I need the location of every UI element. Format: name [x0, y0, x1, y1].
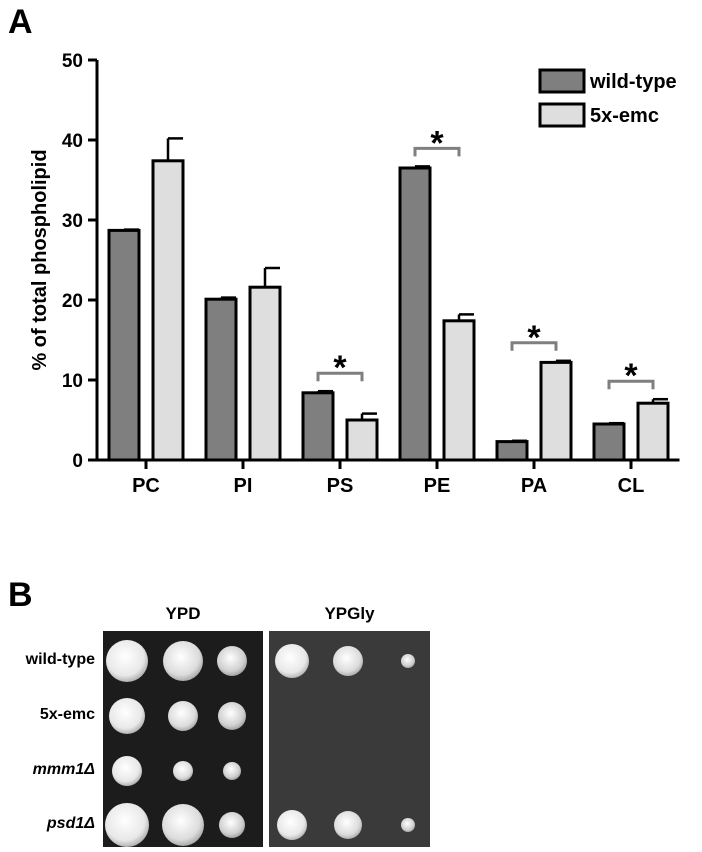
colony-spot — [162, 804, 204, 846]
colony-spot — [168, 701, 198, 731]
colony-spot — [109, 698, 145, 734]
colony-spot — [401, 818, 415, 832]
colony-spot — [106, 640, 148, 682]
bar-wild-type-PS — [301, 391, 335, 462]
colony-spot — [275, 644, 309, 678]
legend-label-5x-emc: 5x-emc — [590, 105, 659, 127]
x-tick-label: PA — [521, 475, 547, 497]
bar-5x-emc-PS — [345, 418, 379, 462]
condition-label-ypgly: YPGly — [324, 604, 375, 623]
x-tick-label: PS — [327, 475, 354, 497]
bar-5x-emc-CL — [636, 401, 670, 462]
y-axis-label: % of total phospholipid — [29, 149, 51, 370]
colony-spot — [223, 762, 241, 780]
bar-wild-type-PE — [398, 166, 432, 462]
colony-spot — [218, 702, 246, 730]
colony-spot — [217, 646, 247, 676]
colony-spot — [401, 654, 415, 668]
colony-spot — [277, 810, 307, 840]
significance-star-PE: * — [430, 124, 444, 162]
x-tick-label: PE — [424, 475, 451, 497]
significance-bracket-PS — [316, 371, 364, 382]
legend-swatch-wild-type — [538, 68, 586, 94]
colony-spot — [219, 812, 245, 838]
x-tick-label: CL — [618, 475, 645, 497]
significance-star-CL: * — [624, 357, 638, 395]
colony-spot — [173, 761, 193, 781]
y-tick-label: 40 — [62, 131, 83, 152]
strain-label: 5x-emc — [39, 706, 95, 723]
y-tick-label: 50 — [62, 51, 83, 72]
bar-wild-type-PC — [107, 228, 141, 462]
y-tick-label: 0 — [72, 451, 83, 472]
strain-label: wild-type — [25, 651, 95, 668]
bar-wild-type-CL — [592, 422, 626, 462]
y-tick-label: 10 — [62, 371, 83, 392]
significance-star-PA: * — [527, 319, 541, 357]
bar-5x-emc-PC — [151, 159, 185, 462]
condition-label-ypd: YPD — [165, 604, 201, 623]
colony-spot — [112, 756, 142, 786]
strain-label: mmm1Δ — [32, 761, 95, 778]
colony-spot — [334, 811, 362, 839]
bar-5x-emc-PA — [539, 360, 573, 462]
y-tick-label: 20 — [62, 291, 83, 312]
phospholipid-bar-chart: 0 10 20 30 40 50 % of total phospholipid PC PI PS… — [29, 51, 680, 497]
colony-spot — [105, 803, 149, 847]
bar-5x-emc-PI — [248, 285, 282, 462]
colony-spot — [163, 641, 203, 681]
significance-bracket-PA — [510, 341, 558, 351]
significance-star-PS: * — [333, 349, 347, 387]
y-tick-label: 30 — [62, 211, 83, 232]
legend-label-wild-type: wild-type — [589, 71, 677, 93]
panel-b-label: B — [8, 576, 33, 614]
panel-a-label: A — [8, 3, 33, 41]
bar-wild-type-PI — [204, 297, 238, 462]
x-tick-label: PC — [132, 475, 160, 497]
x-tick-label: PI — [234, 475, 253, 497]
significance-bracket-CL — [607, 379, 655, 390]
bar-wild-type-PA — [495, 440, 529, 462]
bar-5x-emc-PE — [442, 319, 476, 462]
colony-spot — [333, 646, 363, 676]
strain-label: psd1Δ — [46, 815, 95, 832]
significance-bracket-PE — [413, 146, 461, 157]
legend-swatch-5x-emc — [538, 102, 586, 128]
